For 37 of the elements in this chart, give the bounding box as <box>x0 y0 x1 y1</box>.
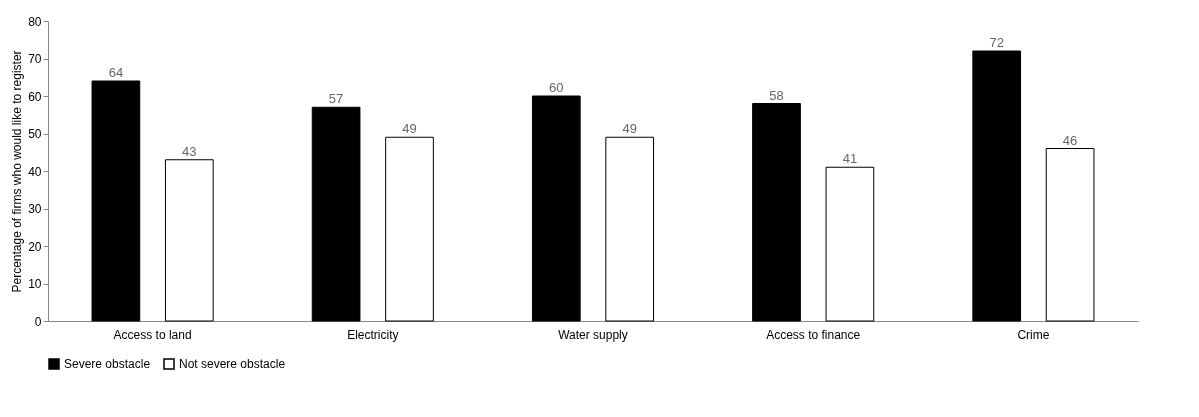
bar <box>825 166 875 322</box>
data-label: 41 <box>842 151 858 167</box>
x-tick-label: Access to land <box>113 327 192 342</box>
data-label: 57 <box>328 91 344 107</box>
y-tick-label: 40 <box>28 164 42 179</box>
y-tick-label: 10 <box>28 277 42 291</box>
bar <box>605 136 655 322</box>
data-label: 72 <box>989 35 1004 50</box>
data-label: 46 <box>1062 132 1078 148</box>
bar <box>531 95 581 322</box>
bar <box>972 50 1022 322</box>
x-tick-label: Crime <box>1017 327 1050 342</box>
data-label: 58 <box>769 87 784 103</box>
y-tick-label: 0 <box>34 314 42 329</box>
legend-label: Severe obstacle <box>64 357 151 371</box>
bar <box>385 136 434 322</box>
y-tick-label: 50 <box>28 127 42 141</box>
y-tick-label: 30 <box>28 202 42 216</box>
bar <box>91 80 141 322</box>
bar <box>164 159 214 322</box>
data-label: 43 <box>182 143 197 159</box>
x-tick-label: Electricity <box>347 327 399 342</box>
bar <box>752 103 801 322</box>
y-tick-label: 80 <box>28 14 42 29</box>
y-tick-label: 20 <box>28 239 42 254</box>
bar <box>1045 148 1095 322</box>
y-tick-label: 70 <box>28 52 42 66</box>
data-label: 49 <box>402 121 417 137</box>
y-tick-label: 60 <box>28 89 42 104</box>
y-axis-title: Percentage of firms who would like to register <box>10 50 25 293</box>
x-tick-label: Access to finance <box>766 327 861 342</box>
legend-label: Not severe obstacle <box>179 357 286 371</box>
data-label: 60 <box>549 80 564 95</box>
x-tick-label: Water supply <box>558 327 628 342</box>
data-label: 64 <box>108 65 124 80</box>
data-label: 49 <box>622 121 637 137</box>
bar <box>311 106 361 322</box>
